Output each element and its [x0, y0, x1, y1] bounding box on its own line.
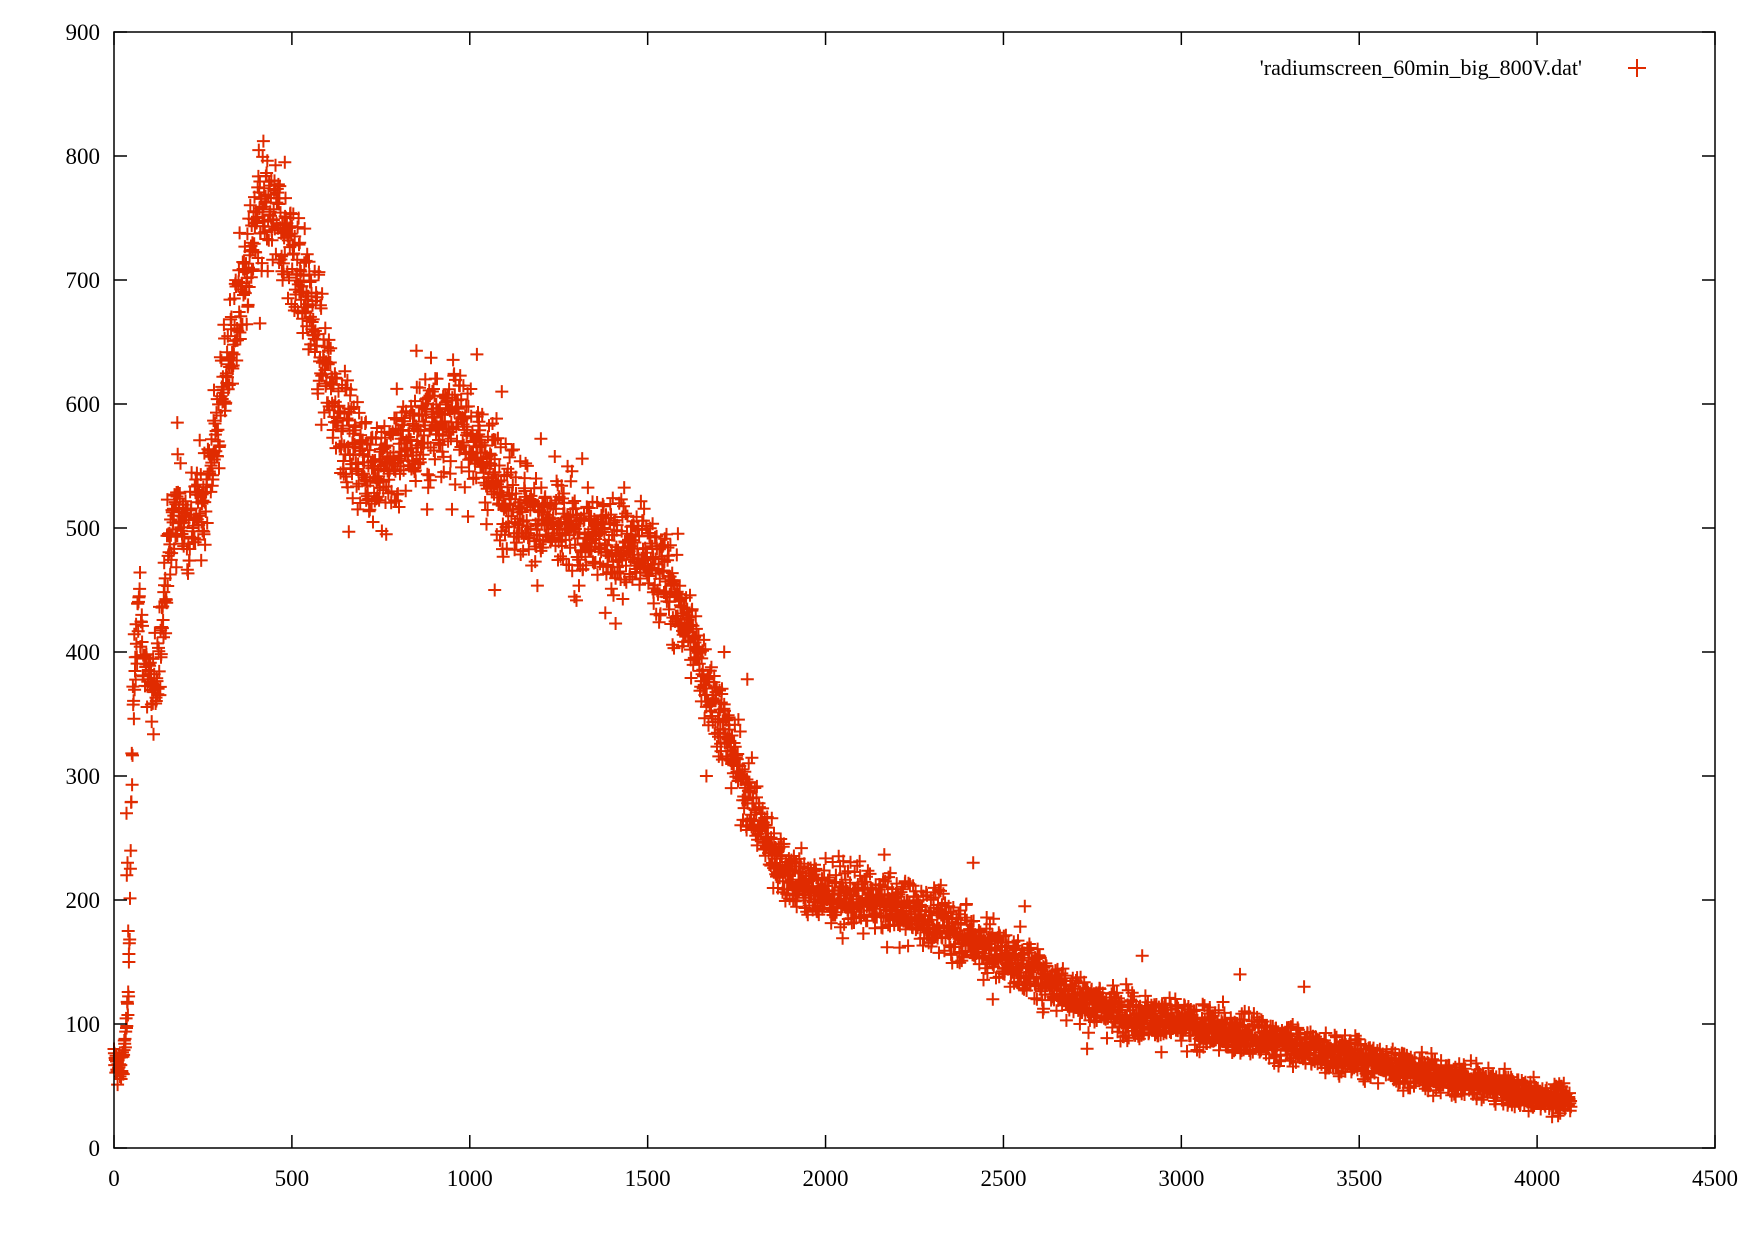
x-tick-label: 4000: [1514, 1166, 1560, 1191]
legend-plus-icon: [1628, 59, 1646, 77]
y-tick-label: 0: [89, 1136, 101, 1161]
y-tick-label: 600: [66, 392, 101, 417]
x-tick-label: 1500: [625, 1166, 671, 1191]
x-tick-label: 0: [108, 1166, 120, 1191]
y-tick-label: 800: [66, 144, 101, 169]
x-tick-label: 2000: [803, 1166, 849, 1191]
y-tick-label: 700: [66, 268, 101, 293]
x-tick-label: 3000: [1158, 1166, 1204, 1191]
x-tick-label: 3500: [1336, 1166, 1382, 1191]
x-tick-label: 1000: [447, 1166, 493, 1191]
legend-label: 'radiumscreen_60min_big_800V.dat': [1260, 55, 1582, 80]
plot-frame: [113, 31, 1716, 1149]
x-tick-label: 500: [275, 1166, 310, 1191]
y-tick-label: 300: [66, 764, 101, 789]
y-tick-label: 500: [66, 516, 101, 541]
y-tick-label: 200: [66, 888, 101, 913]
x-tick-label: 2500: [980, 1166, 1026, 1191]
axes: 0 500 1000 1500 2000 2500 3000 3500 4000 4500 0 100…: [66, 20, 1739, 1191]
legend: 'radiumscreen_60min_big_800V.dat': [1260, 55, 1646, 80]
y-tick-label: 100: [66, 1012, 101, 1037]
x-tick-label: 4500: [1692, 1166, 1738, 1191]
y-tick-label: 400: [66, 640, 101, 665]
legend-marker: [1628, 59, 1646, 77]
y-tick-label: 900: [66, 20, 101, 45]
